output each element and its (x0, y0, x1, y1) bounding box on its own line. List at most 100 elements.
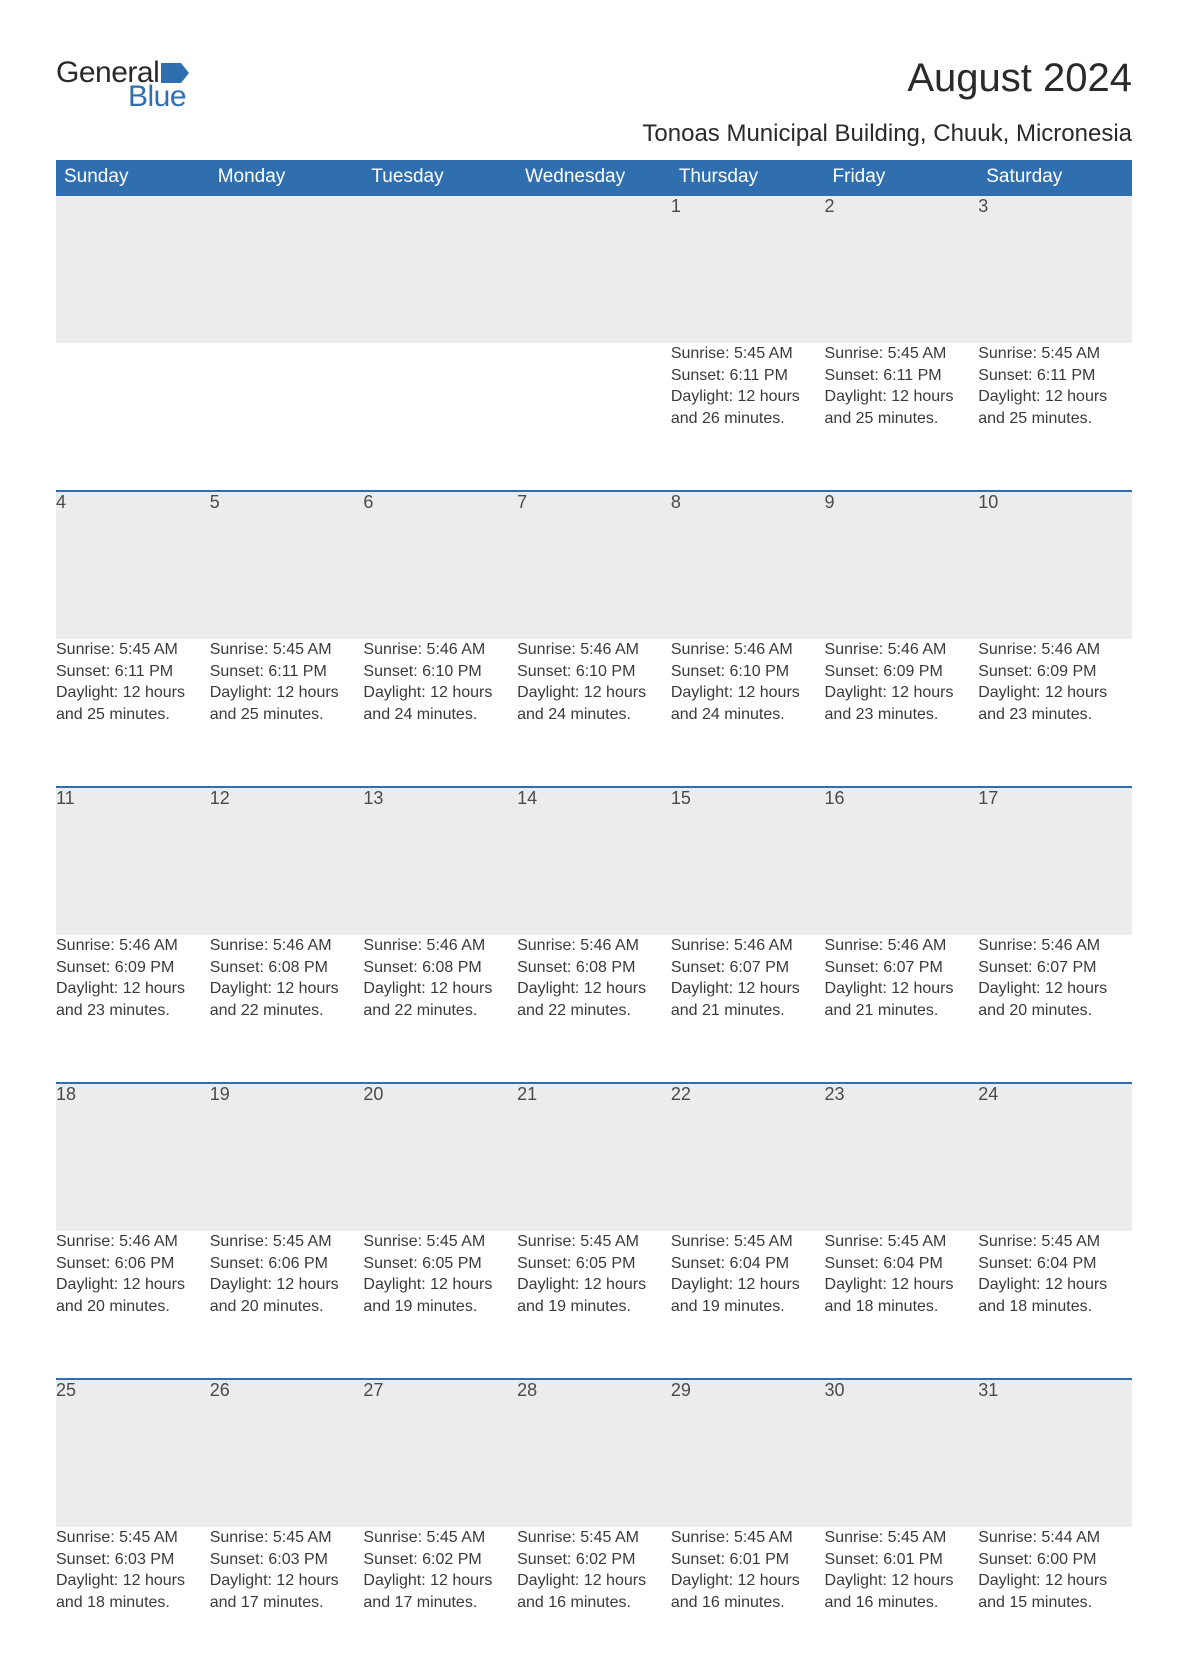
day-content-cell: Sunrise: 5:46 AMSunset: 6:08 PMDaylight:… (363, 935, 517, 1083)
day-content-cell: Sunrise: 5:45 AMSunset: 6:11 PMDaylight:… (978, 343, 1132, 491)
day-content-cell: Sunrise: 5:45 AMSunset: 6:11 PMDaylight:… (56, 639, 210, 787)
daylight-text: Daylight: 12 hours (56, 978, 210, 1000)
sunset-text: Sunset: 6:10 PM (363, 661, 517, 683)
weekday-header: Monday (210, 160, 364, 195)
sunrise-text: Sunrise: 5:45 AM (363, 1527, 517, 1549)
daylight-text: and 23 minutes. (978, 704, 1132, 726)
daylight-text: and 22 minutes. (210, 1000, 364, 1022)
sunset-text: Sunset: 6:01 PM (671, 1549, 825, 1571)
day-content-cell: Sunrise: 5:46 AMSunset: 6:07 PMDaylight:… (825, 935, 979, 1083)
brand-part2: Blue (128, 80, 186, 114)
daylight-text: Daylight: 12 hours (56, 1274, 210, 1296)
daylight-text: and 23 minutes. (56, 1000, 210, 1022)
sunset-text: Sunset: 6:08 PM (517, 957, 671, 979)
content-row: Sunrise: 5:46 AMSunset: 6:06 PMDaylight:… (56, 1231, 1132, 1379)
sunset-text: Sunset: 6:09 PM (978, 661, 1132, 683)
day-number-cell: 7 (517, 491, 671, 639)
daylight-text: Daylight: 12 hours (517, 682, 671, 704)
sunset-text: Sunset: 6:04 PM (671, 1253, 825, 1275)
daylight-text: Daylight: 12 hours (671, 1570, 825, 1592)
day-number-cell: 24 (978, 1083, 1132, 1231)
day-content-cell: Sunrise: 5:45 AMSunset: 6:04 PMDaylight:… (978, 1231, 1132, 1379)
daylight-text: and 17 minutes. (363, 1592, 517, 1614)
sunset-text: Sunset: 6:01 PM (825, 1549, 979, 1571)
sunrise-text: Sunrise: 5:46 AM (825, 639, 979, 661)
day-number-cell: 6 (363, 491, 517, 639)
sunrise-text: Sunrise: 5:45 AM (56, 639, 210, 661)
day-number-cell: 13 (363, 787, 517, 935)
daynum-row: 45678910 (56, 491, 1132, 639)
sunset-text: Sunset: 6:02 PM (517, 1549, 671, 1571)
daylight-text: and 20 minutes. (210, 1296, 364, 1318)
daylight-text: Daylight: 12 hours (978, 682, 1132, 704)
sunrise-text: Sunrise: 5:45 AM (671, 1527, 825, 1549)
sunset-text: Sunset: 6:06 PM (56, 1253, 210, 1275)
sunset-text: Sunset: 6:04 PM (978, 1253, 1132, 1275)
day-number-cell: 22 (671, 1083, 825, 1231)
daylight-text: and 24 minutes. (671, 704, 825, 726)
day-number-cell: 18 (56, 1083, 210, 1231)
daylight-text: Daylight: 12 hours (363, 1274, 517, 1296)
day-number-cell: 12 (210, 787, 364, 935)
daylight-text: and 25 minutes. (978, 408, 1132, 430)
daylight-text: and 20 minutes. (978, 1000, 1132, 1022)
sunrise-text: Sunrise: 5:46 AM (978, 935, 1132, 957)
day-number-cell: 4 (56, 491, 210, 639)
day-number-cell: 5 (210, 491, 364, 639)
day-content-cell (56, 343, 210, 491)
day-number-cell: 15 (671, 787, 825, 935)
daylight-text: Daylight: 12 hours (978, 1570, 1132, 1592)
sunrise-text: Sunrise: 5:46 AM (517, 935, 671, 957)
sunrise-text: Sunrise: 5:46 AM (517, 639, 671, 661)
day-content-cell: Sunrise: 5:45 AMSunset: 6:11 PMDaylight:… (210, 639, 364, 787)
day-number-cell: 9 (825, 491, 979, 639)
sunset-text: Sunset: 6:11 PM (210, 661, 364, 683)
sunset-text: Sunset: 6:09 PM (825, 661, 979, 683)
sunrise-text: Sunrise: 5:44 AM (978, 1527, 1132, 1549)
daylight-text: Daylight: 12 hours (363, 978, 517, 1000)
sunrise-text: Sunrise: 5:45 AM (825, 343, 979, 365)
day-content-cell: Sunrise: 5:45 AMSunset: 6:03 PMDaylight:… (210, 1527, 364, 1675)
day-content-cell: Sunrise: 5:46 AMSunset: 6:06 PMDaylight:… (56, 1231, 210, 1379)
day-number-cell: 3 (978, 195, 1132, 343)
daylight-text: and 23 minutes. (825, 704, 979, 726)
sunset-text: Sunset: 6:08 PM (210, 957, 364, 979)
day-content-cell (210, 343, 364, 491)
day-number-cell (56, 195, 210, 343)
daynum-row: 25262728293031 (56, 1379, 1132, 1527)
sunset-text: Sunset: 6:07 PM (978, 957, 1132, 979)
sunrise-text: Sunrise: 5:45 AM (210, 1231, 364, 1253)
sunset-text: Sunset: 6:00 PM (978, 1549, 1132, 1571)
daylight-text: and 21 minutes. (825, 1000, 979, 1022)
daylight-text: Daylight: 12 hours (671, 978, 825, 1000)
sunset-text: Sunset: 6:10 PM (671, 661, 825, 683)
day-number-cell: 14 (517, 787, 671, 935)
daylight-text: Daylight: 12 hours (825, 1570, 979, 1592)
daylight-text: and 25 minutes. (825, 408, 979, 430)
day-content-cell: Sunrise: 5:46 AMSunset: 6:10 PMDaylight:… (671, 639, 825, 787)
weekday-header: Sunday (56, 160, 210, 195)
daylight-text: Daylight: 12 hours (56, 1570, 210, 1592)
daynum-row: 11121314151617 (56, 787, 1132, 935)
daylight-text: and 22 minutes. (363, 1000, 517, 1022)
day-content-cell: Sunrise: 5:45 AMSunset: 6:04 PMDaylight:… (825, 1231, 979, 1379)
day-content-cell: Sunrise: 5:45 AMSunset: 6:03 PMDaylight:… (56, 1527, 210, 1675)
daylight-text: Daylight: 12 hours (210, 1570, 364, 1592)
daylight-text: and 19 minutes. (363, 1296, 517, 1318)
content-row: Sunrise: 5:45 AMSunset: 6:03 PMDaylight:… (56, 1527, 1132, 1675)
daylight-text: and 24 minutes. (363, 704, 517, 726)
sunrise-text: Sunrise: 5:45 AM (363, 1231, 517, 1253)
weekday-header: Wednesday (517, 160, 671, 195)
daylight-text: Daylight: 12 hours (825, 682, 979, 704)
daylight-text: Daylight: 12 hours (363, 682, 517, 704)
sunrise-text: Sunrise: 5:46 AM (210, 935, 364, 957)
daylight-text: and 24 minutes. (517, 704, 671, 726)
day-content-cell (363, 343, 517, 491)
day-number-cell: 28 (517, 1379, 671, 1527)
day-content-cell: Sunrise: 5:46 AMSunset: 6:10 PMDaylight:… (363, 639, 517, 787)
sunrise-text: Sunrise: 5:45 AM (517, 1231, 671, 1253)
day-content-cell: Sunrise: 5:45 AMSunset: 6:01 PMDaylight:… (825, 1527, 979, 1675)
day-content-cell: Sunrise: 5:45 AMSunset: 6:04 PMDaylight:… (671, 1231, 825, 1379)
daylight-text: and 25 minutes. (56, 704, 210, 726)
sunset-text: Sunset: 6:11 PM (671, 365, 825, 387)
